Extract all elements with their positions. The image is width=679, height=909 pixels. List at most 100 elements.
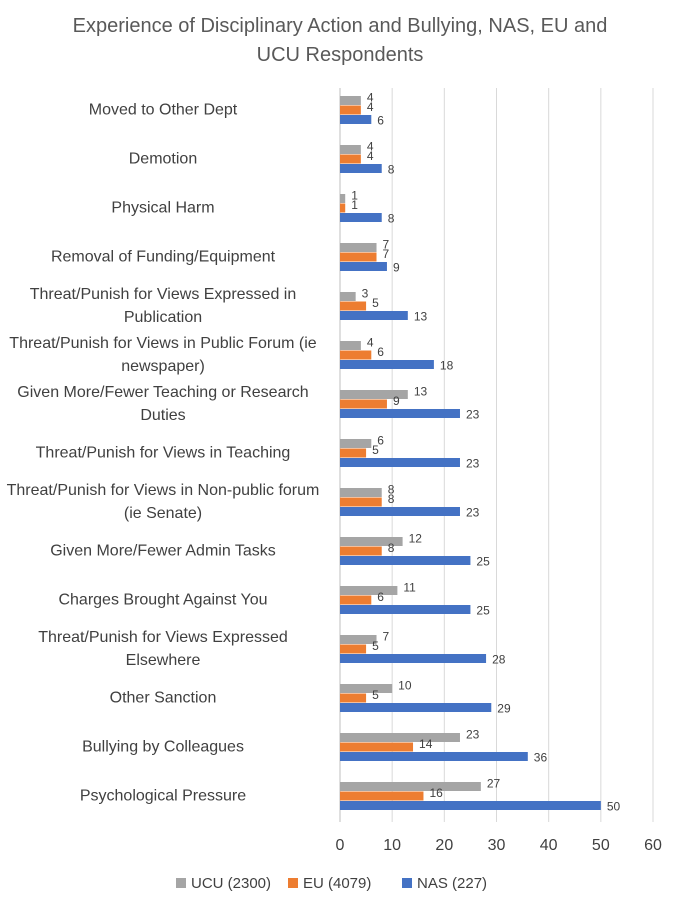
data-label: 50	[607, 800, 621, 814]
bar	[340, 546, 382, 556]
bar	[340, 409, 460, 418]
y-tick-label: Threat/Punish for Views Expressed Elsewh…	[38, 629, 288, 669]
bar	[340, 262, 387, 271]
bar	[340, 782, 481, 791]
bar	[340, 311, 408, 320]
data-label: 13	[414, 310, 428, 324]
data-label: 23	[466, 728, 480, 742]
bar	[340, 537, 403, 546]
y-tick-label: Given More/Fewer Admin Tasks	[50, 542, 276, 560]
data-label: 11	[403, 581, 416, 595]
data-label: 29	[497, 702, 511, 716]
data-label: 18	[440, 359, 454, 373]
y-tick-label: Threat/Punish for Views in Public Forum …	[9, 335, 317, 375]
legend-swatch	[288, 878, 298, 888]
data-label: 12	[409, 532, 423, 546]
data-label: 13	[414, 385, 428, 399]
x-tick-label: 10	[383, 837, 401, 854]
y-tick-label: Removal of Funding/Equipment	[50, 248, 276, 266]
data-label: 4	[367, 140, 374, 154]
data-label: 25	[476, 555, 490, 569]
y-tick-label: Threat/Punish for Views Expressed in Pub…	[29, 286, 297, 326]
legend-label: NAS (227)	[417, 875, 487, 892]
bar	[340, 164, 382, 173]
bar	[340, 733, 460, 742]
bar	[340, 654, 487, 663]
bar	[340, 96, 361, 105]
data-label: 28	[492, 653, 506, 667]
bar	[340, 507, 460, 516]
legend-label: UCU (2300)	[191, 875, 271, 892]
x-tick-label: 30	[488, 837, 506, 854]
legend-swatch	[176, 878, 186, 888]
bar	[340, 399, 387, 409]
x-tick-label: 0	[336, 837, 345, 854]
data-label: 5	[372, 688, 379, 702]
y-tick-label: Other Sanction	[109, 689, 217, 707]
bar	[340, 213, 382, 222]
bar	[340, 194, 346, 203]
data-label: 8	[388, 163, 395, 177]
data-label: 14	[419, 737, 433, 751]
x-tick-label: 50	[592, 837, 610, 854]
y-tick-label: Threat/Punish for Views in Non-public fo…	[6, 482, 320, 522]
bar	[340, 497, 382, 507]
bar	[340, 154, 361, 164]
data-label: 27	[487, 777, 501, 791]
data-label: 4	[367, 100, 374, 114]
chart-title: Experience of Disciplinary Action and Bu…	[72, 15, 608, 66]
bar	[340, 203, 346, 213]
bar	[340, 341, 361, 350]
bar	[340, 644, 367, 654]
bar	[340, 752, 528, 761]
bar	[340, 586, 398, 595]
data-label: 23	[466, 408, 480, 422]
data-label: 5	[372, 639, 379, 653]
data-label: 8	[388, 492, 395, 506]
data-label: 16	[429, 786, 443, 800]
y-tick-label: Moved to Other Dept	[88, 101, 238, 119]
bar	[340, 350, 372, 360]
bar	[340, 115, 372, 124]
data-label: 36	[534, 751, 548, 765]
data-label: 7	[383, 238, 390, 252]
bar	[340, 448, 367, 458]
bar	[340, 635, 377, 644]
legend-label: EU (4079)	[303, 875, 371, 892]
data-label: 6	[377, 434, 384, 448]
x-tick-label: 20	[435, 837, 453, 854]
data-label: 9	[393, 394, 400, 408]
bar	[340, 703, 492, 712]
bar	[340, 605, 471, 614]
bar	[340, 556, 471, 565]
data-label: 4	[367, 91, 374, 105]
bar	[340, 360, 434, 369]
data-label: 5	[372, 443, 379, 457]
bar	[340, 252, 377, 262]
bar	[340, 105, 361, 115]
data-label: 25	[476, 604, 490, 618]
data-label: 3	[362, 287, 369, 301]
bar	[340, 801, 601, 810]
bar	[340, 693, 367, 703]
bar	[340, 390, 408, 399]
data-label: 4	[367, 336, 374, 350]
bar	[340, 292, 356, 301]
data-label: 23	[466, 457, 480, 471]
y-tick-label: Threat/Punish for Views in Teaching	[35, 444, 291, 462]
data-label: 6	[377, 345, 384, 359]
data-label: 8	[388, 483, 395, 497]
data-label: 1	[351, 198, 358, 212]
legend-swatch	[402, 878, 412, 888]
bar	[340, 595, 372, 605]
bar	[340, 301, 367, 311]
x-tick-label: 40	[540, 837, 558, 854]
bar	[340, 684, 393, 693]
bar	[340, 439, 372, 448]
data-label: 6	[377, 114, 384, 128]
bar	[340, 791, 424, 801]
y-tick-label: Demotion	[128, 150, 198, 168]
y-tick-label: Bullying by Colleagues	[82, 738, 244, 756]
